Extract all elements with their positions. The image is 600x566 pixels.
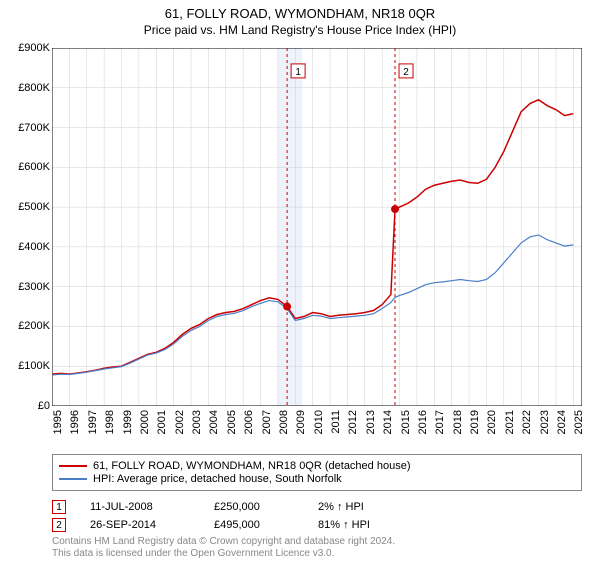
legend: 61, FOLLY ROAD, WYMONDHAM, NR18 0QR (det… xyxy=(52,454,582,491)
svg-text:1: 1 xyxy=(295,67,301,78)
x-tick-label: 2016 xyxy=(417,410,429,450)
y-tick-label: £500K xyxy=(2,201,50,213)
marker-badge: 2 xyxy=(52,518,66,532)
y-tick-label: £600K xyxy=(2,161,50,173)
x-tick-label: 2015 xyxy=(400,410,412,450)
legend-swatch xyxy=(59,465,87,467)
marker-pct: 81% ↑ HPI xyxy=(318,519,418,531)
marker-row: 1 11-JUL-2008 £250,000 2% ↑ HPI xyxy=(52,500,582,514)
x-tick-label: 2025 xyxy=(573,410,585,450)
marker-pct: 2% ↑ HPI xyxy=(318,501,418,513)
x-tick-label: 1999 xyxy=(122,410,134,450)
svg-text:2: 2 xyxy=(403,67,409,78)
x-tick-label: 2003 xyxy=(191,410,203,450)
marker-date: 11-JUL-2008 xyxy=(90,501,190,513)
chart-container: 61, FOLLY ROAD, WYMONDHAM, NR18 0QR Pric… xyxy=(0,6,600,566)
x-tick-label: 2017 xyxy=(434,410,446,450)
x-tick-label: 2004 xyxy=(208,410,220,450)
y-tick-label: £0 xyxy=(2,400,50,412)
x-tick-label: 2008 xyxy=(278,410,290,450)
legend-item: 61, FOLLY ROAD, WYMONDHAM, NR18 0QR (det… xyxy=(59,460,575,472)
y-tick-label: £700K xyxy=(2,122,50,134)
x-tick-label: 2011 xyxy=(330,410,342,450)
legend-label: 61, FOLLY ROAD, WYMONDHAM, NR18 0QR (det… xyxy=(93,460,410,472)
x-tick-label: 2005 xyxy=(226,410,238,450)
x-tick-label: 2000 xyxy=(139,410,151,450)
x-tick-label: 2013 xyxy=(365,410,377,450)
footer-attribution: Contains HM Land Registry data © Crown c… xyxy=(52,536,582,560)
x-tick-label: 2023 xyxy=(539,410,551,450)
x-tick-label: 2019 xyxy=(469,410,481,450)
y-tick-label: £200K xyxy=(2,320,50,332)
y-tick-label: £400K xyxy=(2,241,50,253)
x-tick-label: 1997 xyxy=(87,410,99,450)
x-tick-label: 2021 xyxy=(504,410,516,450)
legend-label: HPI: Average price, detached house, Sout… xyxy=(93,473,342,485)
x-tick-label: 2006 xyxy=(243,410,255,450)
y-tick-label: £900K xyxy=(2,42,50,54)
plot-area: 12 xyxy=(52,48,582,406)
legend-item: HPI: Average price, detached house, Sout… xyxy=(59,473,575,485)
x-tick-label: 2009 xyxy=(295,410,307,450)
x-tick-label: 2002 xyxy=(174,410,186,450)
x-tick-label: 2007 xyxy=(261,410,273,450)
x-tick-label: 1995 xyxy=(52,410,64,450)
plot-svg: 12 xyxy=(52,48,582,406)
y-tick-label: £800K xyxy=(2,82,50,94)
marker-price: £250,000 xyxy=(214,501,294,513)
x-tick-label: 2018 xyxy=(452,410,464,450)
y-tick-label: £100K xyxy=(2,360,50,372)
chart-title: 61, FOLLY ROAD, WYMONDHAM, NR18 0QR xyxy=(0,6,600,21)
y-tick-label: £300K xyxy=(2,281,50,293)
x-tick-label: 2010 xyxy=(313,410,325,450)
x-tick-label: 1996 xyxy=(69,410,81,450)
marker-date: 26-SEP-2014 xyxy=(90,519,190,531)
x-tick-label: 2022 xyxy=(521,410,533,450)
x-tick-label: 2024 xyxy=(556,410,568,450)
x-tick-label: 1998 xyxy=(104,410,116,450)
marker-badge: 1 xyxy=(52,500,66,514)
marker-price: £495,000 xyxy=(214,519,294,531)
x-tick-label: 2001 xyxy=(156,410,168,450)
chart-subtitle: Price paid vs. HM Land Registry's House … xyxy=(0,23,600,37)
x-tick-label: 2012 xyxy=(347,410,359,450)
footer-line-2: This data is licensed under the Open Gov… xyxy=(52,548,582,560)
x-tick-label: 2020 xyxy=(486,410,498,450)
marker-table: 1 11-JUL-2008 £250,000 2% ↑ HPI 2 26-SEP-2014… xyxy=(52,496,582,532)
legend-swatch xyxy=(59,478,87,480)
footer-line-1: Contains HM Land Registry data © Crown c… xyxy=(52,536,582,548)
x-tick-label: 2014 xyxy=(382,410,394,450)
marker-row: 2 26-SEP-2014 £495,000 81% ↑ HPI xyxy=(52,518,582,532)
